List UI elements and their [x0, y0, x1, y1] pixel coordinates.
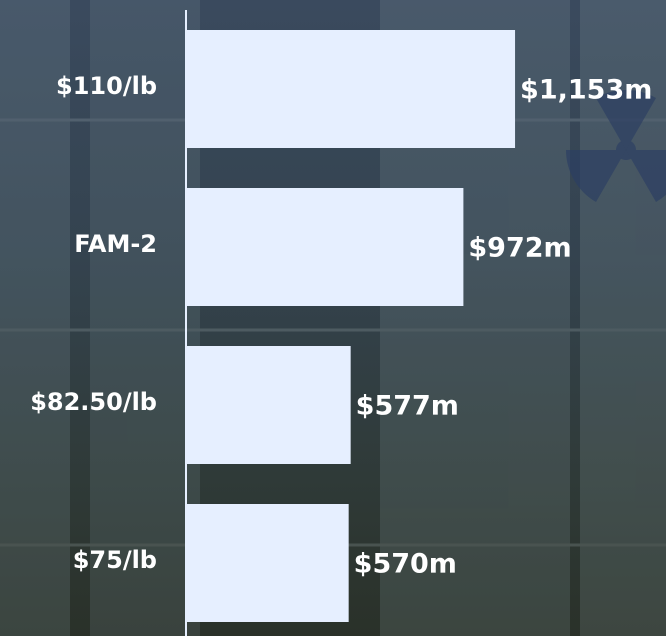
value-label: $972m: [468, 233, 571, 264]
bar: [186, 188, 464, 306]
category-label: $110/lb: [56, 72, 157, 100]
bar: [186, 346, 351, 464]
category-label: FAM-2: [74, 230, 157, 258]
category-label: $82.50/lb: [30, 388, 157, 416]
value-label: $570m: [354, 549, 457, 580]
value-label: $577m: [356, 391, 459, 422]
value-label: $1,153m: [520, 75, 652, 106]
bar: [186, 30, 516, 148]
radiation-symbol: [566, 89, 666, 202]
category-label: $75/lb: [73, 546, 157, 574]
bar: [186, 504, 349, 622]
